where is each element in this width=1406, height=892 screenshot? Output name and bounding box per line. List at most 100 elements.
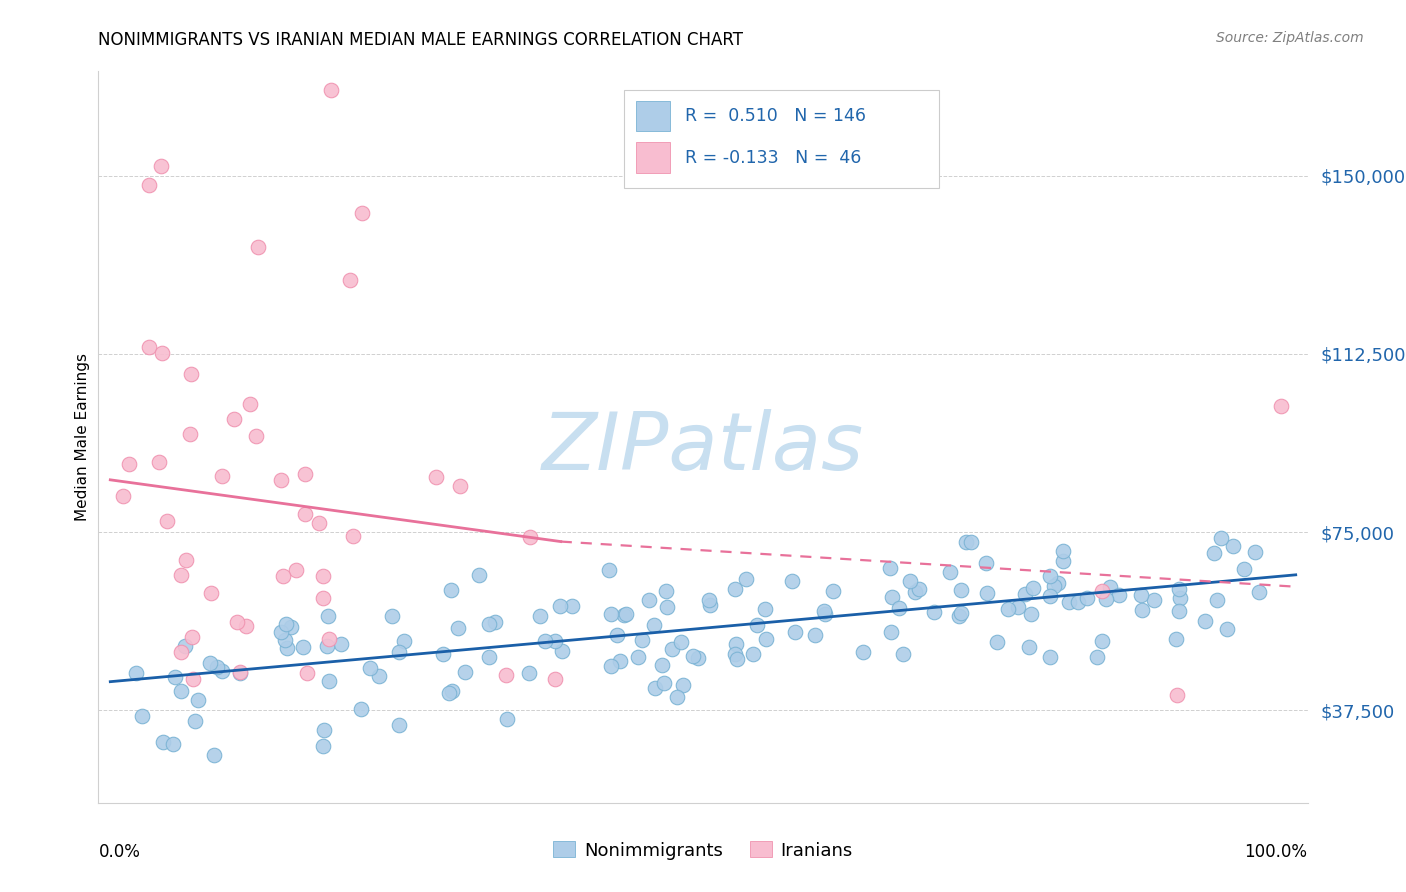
Point <box>638 592 661 607</box>
Point <box>280 620 302 634</box>
Point <box>655 600 678 615</box>
Point <box>1057 595 1080 609</box>
Point <box>224 412 246 426</box>
Point <box>976 586 998 600</box>
Point <box>162 737 184 751</box>
Point <box>312 739 335 753</box>
Point <box>295 665 318 680</box>
Point <box>1018 640 1040 654</box>
Point <box>163 669 186 683</box>
Point <box>1194 615 1216 629</box>
Point <box>150 346 173 360</box>
Point <box>1039 569 1062 583</box>
Point <box>181 673 204 687</box>
Point <box>1091 583 1114 598</box>
Point <box>1087 649 1109 664</box>
Point <box>229 666 252 681</box>
Point <box>630 632 652 647</box>
Point <box>1014 587 1036 601</box>
Text: NONIMMIGRANTS VS IRANIAN MEDIAN MALE EARNINGS CORRELATION CHART: NONIMMIGRANTS VS IRANIAN MEDIAN MALE EAR… <box>98 31 744 49</box>
Point <box>1130 602 1153 616</box>
Point <box>1168 604 1191 618</box>
Point <box>1247 585 1270 599</box>
Point <box>544 634 567 648</box>
Point <box>368 669 391 683</box>
Point <box>454 665 477 679</box>
Point <box>432 648 454 662</box>
Y-axis label: Median Male Earnings: Median Male Earnings <box>75 353 90 521</box>
Point <box>1047 576 1070 591</box>
Point <box>202 748 225 763</box>
Point <box>138 178 160 193</box>
Point <box>312 569 335 583</box>
Point <box>682 648 704 663</box>
Point <box>948 608 970 623</box>
Point <box>170 645 193 659</box>
Point <box>644 681 666 695</box>
Text: ZIPatlas: ZIPatlas <box>541 409 865 487</box>
Point <box>755 632 778 647</box>
Point <box>439 686 461 700</box>
Point <box>938 565 960 579</box>
Point <box>699 598 721 612</box>
Point <box>1067 595 1090 609</box>
Point <box>813 607 835 622</box>
Text: R = -0.133   N =  46: R = -0.133 N = 46 <box>685 149 862 167</box>
Point <box>997 602 1019 616</box>
Point <box>651 658 673 673</box>
Point <box>495 668 517 682</box>
Point <box>533 634 555 648</box>
Point <box>600 658 623 673</box>
Point <box>211 469 233 483</box>
Point <box>1232 562 1254 576</box>
Point <box>724 637 747 651</box>
Point <box>735 572 758 586</box>
Point <box>950 583 973 598</box>
Point <box>908 582 931 596</box>
Point <box>1270 399 1292 413</box>
Point <box>388 645 411 659</box>
Point <box>316 640 339 654</box>
Point <box>179 427 201 442</box>
Point <box>1222 539 1244 553</box>
Point <box>609 654 631 668</box>
Point <box>561 599 583 613</box>
Point <box>440 684 463 698</box>
Point <box>627 650 650 665</box>
Point <box>318 632 340 647</box>
Point <box>669 634 692 648</box>
Point <box>1076 591 1098 606</box>
Point <box>239 397 262 411</box>
Point <box>274 632 297 647</box>
Point <box>276 641 298 656</box>
Text: Source: ZipAtlas.com: Source: ZipAtlas.com <box>1216 31 1364 45</box>
Point <box>600 607 623 621</box>
Point <box>1215 622 1237 636</box>
Point <box>1019 607 1042 621</box>
Point <box>1209 531 1232 545</box>
Point <box>1143 593 1166 607</box>
Point <box>688 651 710 665</box>
Point <box>339 273 361 287</box>
Point <box>887 601 910 615</box>
FancyBboxPatch shape <box>624 90 939 188</box>
Point <box>381 608 404 623</box>
Point <box>672 678 695 692</box>
Point <box>904 584 927 599</box>
Point <box>606 628 628 642</box>
Point <box>725 651 748 665</box>
Point <box>174 639 197 653</box>
Point <box>478 649 501 664</box>
Point <box>754 602 776 616</box>
Point <box>950 606 973 620</box>
Point <box>852 645 875 659</box>
Point <box>960 535 983 549</box>
Point <box>724 582 747 597</box>
Point <box>148 455 170 469</box>
Point <box>813 604 835 618</box>
Text: 0.0%: 0.0% <box>98 843 141 861</box>
Point <box>742 647 765 661</box>
Point <box>697 593 720 607</box>
Point <box>986 634 1008 648</box>
Point <box>174 553 197 567</box>
